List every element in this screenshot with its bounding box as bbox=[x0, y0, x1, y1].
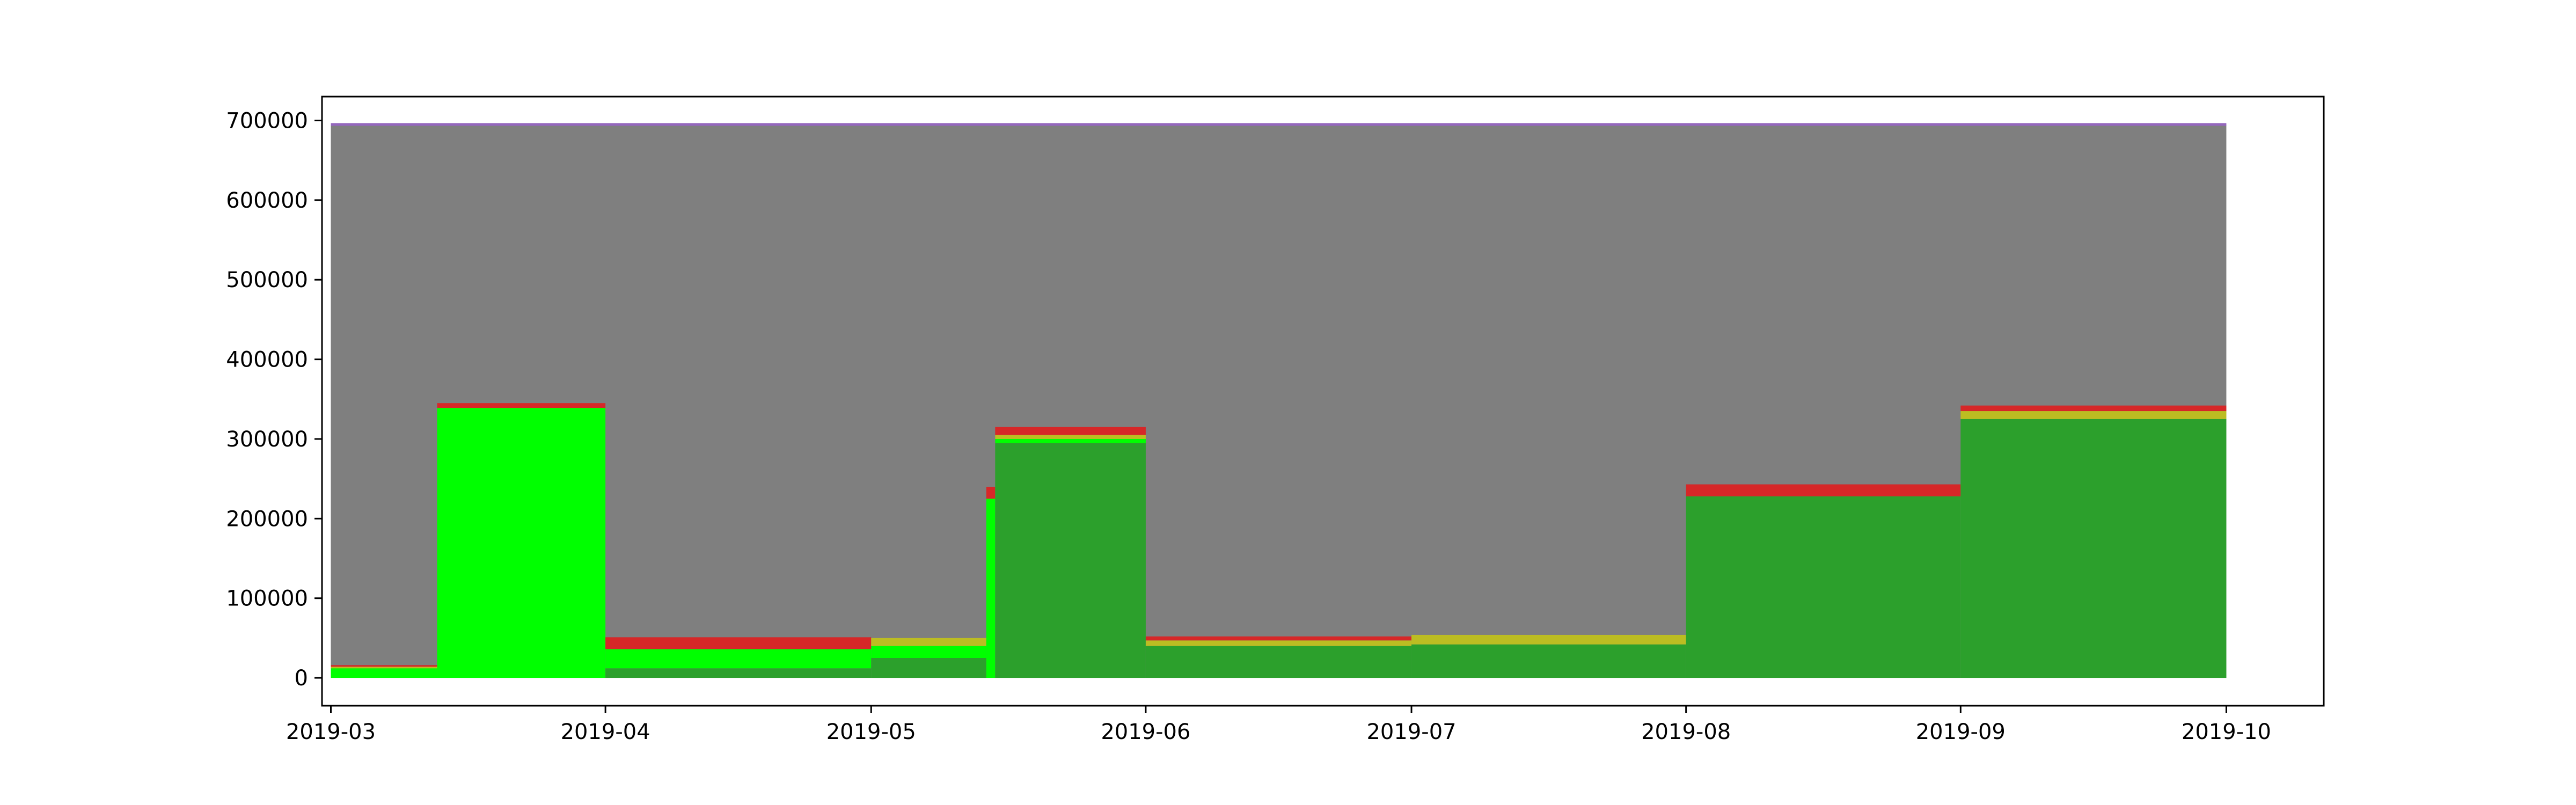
segment-5-band-green bbox=[995, 443, 1146, 678]
segment-7-band-olive bbox=[1411, 634, 1686, 645]
segment-0-band-olive bbox=[331, 667, 437, 669]
segment-9-band-olive bbox=[1960, 411, 2227, 419]
segment-5-band-red bbox=[995, 427, 1146, 435]
segment-2-band-green bbox=[605, 668, 872, 678]
segment-3-band-bright_green bbox=[871, 646, 986, 658]
plot-area bbox=[331, 123, 2227, 678]
x-tick-label: 2019-03 bbox=[286, 720, 376, 744]
x-tick-label: 2019-04 bbox=[561, 720, 650, 744]
plot-frame bbox=[321, 96, 2325, 707]
x-tick-label: 2019-05 bbox=[826, 720, 916, 744]
y-tick-label: 100000 bbox=[226, 587, 308, 611]
y-tick-label: 300000 bbox=[226, 427, 308, 452]
segment-1-band-bright_green bbox=[437, 408, 606, 678]
y-tick-label: 700000 bbox=[226, 109, 308, 134]
segment-6-band-olive bbox=[1145, 640, 1412, 646]
y-tick-label: 200000 bbox=[226, 507, 308, 531]
segment-5-band-bright_green bbox=[995, 438, 1146, 443]
segment-1-band-red bbox=[437, 403, 606, 408]
y-tick-label: 400000 bbox=[226, 348, 308, 372]
segment-0-band-red bbox=[331, 665, 437, 667]
segment-8-band-green bbox=[1686, 496, 1961, 678]
segment-4-band-red bbox=[986, 486, 996, 499]
segment-0-band-bright_green bbox=[331, 668, 437, 678]
x-tick-label: 2019-09 bbox=[1916, 720, 2006, 744]
segment-3-band-olive bbox=[871, 638, 986, 646]
segment-2-band-red bbox=[605, 637, 872, 649]
x-tick-label: 2019-08 bbox=[1641, 720, 1731, 744]
segment-9-band-green bbox=[1960, 419, 2227, 678]
axes: 2019-03 2019-04 2019-05 2019-06 2019-07 2019-… bbox=[226, 96, 2325, 744]
segment-8-band-red bbox=[1686, 484, 1961, 496]
segment-4-band-bright_green bbox=[986, 499, 996, 678]
segment-5-band-olive bbox=[995, 435, 1146, 439]
segment-9-band-red bbox=[1960, 405, 2227, 412]
y-tick-label: 0 bbox=[295, 666, 308, 691]
y-tick-label: 600000 bbox=[226, 188, 308, 213]
segment-6-band-green bbox=[1145, 646, 1412, 678]
x-tick-label: 2019-10 bbox=[2182, 720, 2271, 744]
segment-7-band-green bbox=[1411, 644, 1686, 678]
segment-6-band-red bbox=[1145, 636, 1412, 641]
segment-2-band-bright_green bbox=[605, 649, 872, 669]
x-tick-label: 2019-06 bbox=[1101, 720, 1190, 744]
x-tick-label: 2019-07 bbox=[1366, 720, 1456, 744]
y-tick-label: 500000 bbox=[226, 268, 308, 292]
segment-3-band-green bbox=[871, 657, 986, 678]
